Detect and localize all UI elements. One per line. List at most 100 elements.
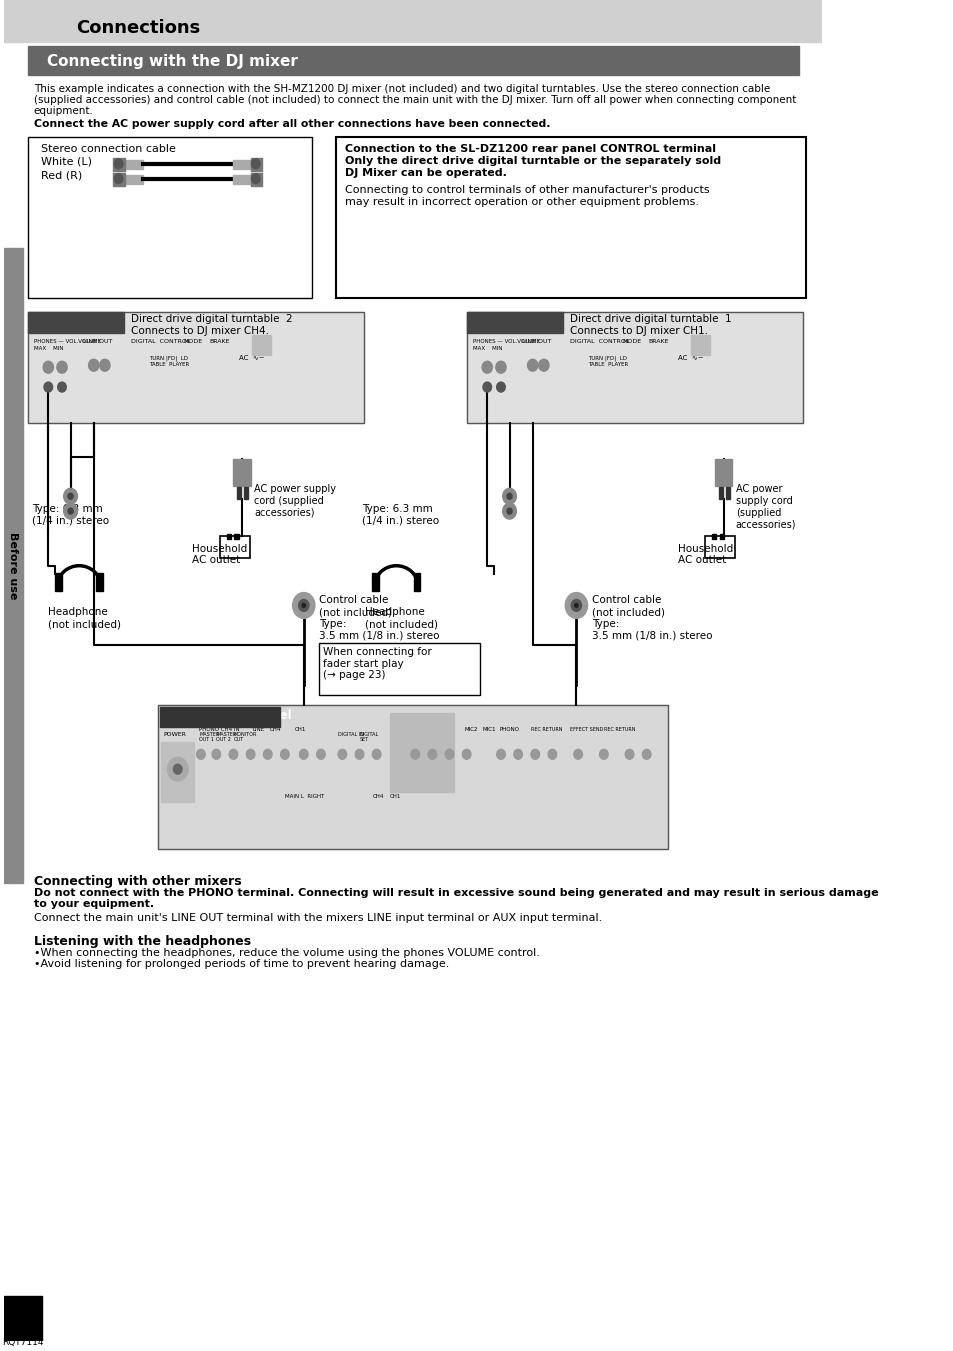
Text: AC power
supply cord
(supplied
accessories): AC power supply cord (supplied accessori… [735, 485, 796, 530]
Text: Type: 6.3 mm
(1/4 in.) stereo: Type: 6.3 mm (1/4 in.) stereo [362, 504, 438, 526]
Bar [158, 705, 667, 848]
Text: Do not connect with the PHONO terminal. Connecting will result in excessive soun: Do not connect with the PHONO terminal. … [33, 889, 878, 898]
Text: MAIN L  RIGHT: MAIN L RIGHT [285, 794, 324, 798]
Circle shape [263, 750, 272, 759]
Text: MASTER: MASTER [199, 732, 219, 738]
Circle shape [598, 750, 607, 759]
Bar [466, 312, 801, 423]
Text: •: • [262, 338, 269, 347]
Text: MAX    MIN: MAX MIN [33, 346, 63, 351]
Text: BRAKE: BRAKE [648, 339, 668, 345]
Circle shape [298, 600, 309, 612]
Text: MODE: MODE [184, 339, 203, 345]
Text: Connect the AC power supply cord after all other connections have been connected: Connect the AC power supply cord after a… [33, 119, 550, 130]
Bar [233, 458, 251, 486]
Circle shape [64, 488, 77, 504]
Text: (supplied accessories) and control cable (not included) to connect the main unit: (supplied accessories) and control cable… [33, 96, 795, 105]
Text: MODE: MODE [622, 339, 641, 345]
Bar [725, 488, 729, 500]
Text: Red (R): Red (R) [41, 170, 83, 181]
Circle shape [502, 503, 516, 519]
Circle shape [641, 750, 650, 759]
Text: Connection to the SL-DZ1200 rear panel CONTROL terminal: Connection to the SL-DZ1200 rear panel C… [345, 145, 715, 154]
Text: Direct drive digital turntable  2: Direct drive digital turntable 2 [131, 313, 292, 324]
Text: Connections: Connections [76, 19, 201, 36]
Text: 8: 8 [14, 1323, 31, 1347]
Text: TURN |FD|  LD: TURN |FD| LD [588, 355, 627, 361]
Text: Control cable
(not included)
Type:
3.5 mm (1/8 in.) stereo: Control cable (not included) Type: 3.5 m… [319, 596, 439, 640]
Bar [234, 534, 238, 539]
Bar [158, 705, 667, 848]
Bar [28, 312, 124, 334]
Bar [233, 174, 252, 184]
Text: OUT 2: OUT 2 [216, 738, 231, 743]
Bar [251, 173, 261, 185]
Circle shape [114, 174, 123, 184]
Circle shape [43, 361, 53, 373]
Bar [319, 643, 480, 694]
Text: MIC2: MIC2 [464, 727, 478, 731]
Bar [704, 536, 734, 558]
Circle shape [497, 382, 505, 392]
Bar [159, 707, 279, 727]
Bar [113, 158, 125, 170]
Circle shape [574, 604, 578, 608]
Bar [113, 173, 125, 185]
Text: TABLE  PLAYER: TABLE PLAYER [588, 362, 628, 367]
Circle shape [280, 750, 289, 759]
Bar [28, 312, 363, 423]
Text: AC  ∿~: AC ∿~ [239, 355, 265, 361]
Circle shape [252, 159, 260, 169]
Circle shape [246, 750, 254, 759]
Circle shape [573, 750, 581, 759]
Text: DIGITAL  CONTROL: DIGITAL CONTROL [569, 339, 628, 345]
Bar [124, 174, 142, 184]
Circle shape [481, 361, 492, 373]
Bar [413, 573, 420, 590]
Bar [4, 1296, 42, 1340]
Circle shape [57, 361, 67, 373]
Bar [251, 158, 261, 170]
Text: RQT7114: RQT7114 [2, 1337, 43, 1347]
Circle shape [355, 750, 363, 759]
Circle shape [482, 382, 491, 392]
Text: DIGITAL  CONTROL: DIGITAL CONTROL [131, 339, 190, 345]
Text: Connects to DJ mixer CH4.: Connects to DJ mixer CH4. [131, 326, 269, 335]
Text: Type: 6.3 mm
(1/4 in.) stereo: Type: 6.3 mm (1/4 in.) stereo [32, 504, 109, 526]
Circle shape [548, 750, 557, 759]
Bar [28, 136, 312, 297]
Bar [372, 573, 378, 590]
Text: LINE: LINE [252, 727, 264, 731]
Text: Rear panel: Rear panel [471, 313, 542, 327]
Text: Before use: Before use [9, 532, 18, 600]
Circle shape [57, 382, 66, 392]
Bar [4, 249, 23, 884]
Bar [124, 159, 142, 169]
Text: PHONO CH4 IN: PHONO CH4 IN [199, 727, 239, 731]
Text: AC power supply
cord (supplied
accessories): AC power supply cord (supplied accessori… [253, 485, 335, 517]
Text: DIGITAL IN: DIGITAL IN [337, 732, 364, 738]
Circle shape [44, 382, 52, 392]
Circle shape [229, 750, 237, 759]
Text: REC RETURN: REC RETURN [603, 727, 635, 731]
Circle shape [100, 359, 110, 372]
Text: SET: SET [359, 738, 369, 743]
Circle shape [252, 174, 260, 184]
Text: BRAKE: BRAKE [210, 339, 230, 345]
Bar [236, 488, 241, 500]
Bar [466, 312, 801, 423]
Bar [96, 573, 103, 590]
Circle shape [168, 758, 188, 781]
Text: LINE OUT: LINE OUT [83, 339, 112, 345]
Bar [389, 712, 454, 792]
Text: Direct drive digital turntable  1: Direct drive digital turntable 1 [569, 313, 730, 324]
Text: Connecting with the DJ mixer: Connecting with the DJ mixer [47, 54, 297, 69]
Circle shape [514, 750, 522, 759]
Bar [244, 488, 248, 500]
Text: •When connecting the headphones, reduce the volume using the phones VOLUME contr: •When connecting the headphones, reduce … [33, 948, 539, 958]
Circle shape [302, 604, 305, 608]
Text: AC IN: AC IN [163, 792, 176, 797]
Text: PHONO: PHONO [498, 727, 518, 731]
Bar [466, 312, 562, 334]
Text: MAX    MIN: MAX MIN [472, 346, 501, 351]
